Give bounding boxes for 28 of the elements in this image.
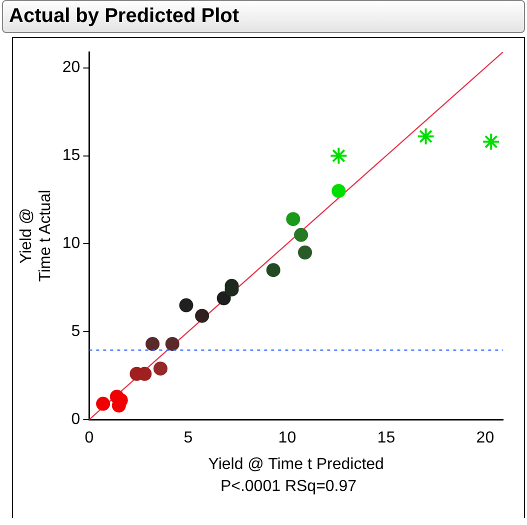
point	[482, 132, 500, 151]
y-tick-label: 10	[62, 235, 80, 252]
x-tick-label: 5	[184, 430, 193, 447]
y-tick-label: 20	[62, 59, 80, 76]
x-tick-label: 10	[278, 430, 296, 447]
point	[266, 263, 280, 278]
y-tick-label: 5	[71, 323, 80, 340]
point	[286, 212, 300, 226]
point	[179, 298, 194, 312]
point	[96, 396, 110, 411]
point	[165, 336, 180, 351]
x-tick-label: 20	[476, 430, 494, 447]
point	[294, 228, 308, 242]
y-tick-label: 15	[62, 147, 80, 164]
x-tick-label: 0	[84, 430, 94, 447]
x-tick-label: 15	[377, 430, 396, 447]
text: P<.0001 RSq=0.97	[219, 478, 358, 496]
y-axis-title: Yield @ Time t Actual	[18, 190, 54, 282]
point	[416, 127, 435, 146]
point	[298, 246, 312, 260]
chart-title: Actual by Predicted Plot	[2, 0, 525, 33]
point	[153, 362, 168, 376]
point	[330, 146, 348, 165]
point	[195, 308, 210, 323]
point	[216, 291, 231, 306]
y-tick-label: 0	[71, 411, 80, 428]
x-axis-title: Yield @ Time t Predicted	[208, 456, 384, 473]
point	[146, 336, 160, 351]
